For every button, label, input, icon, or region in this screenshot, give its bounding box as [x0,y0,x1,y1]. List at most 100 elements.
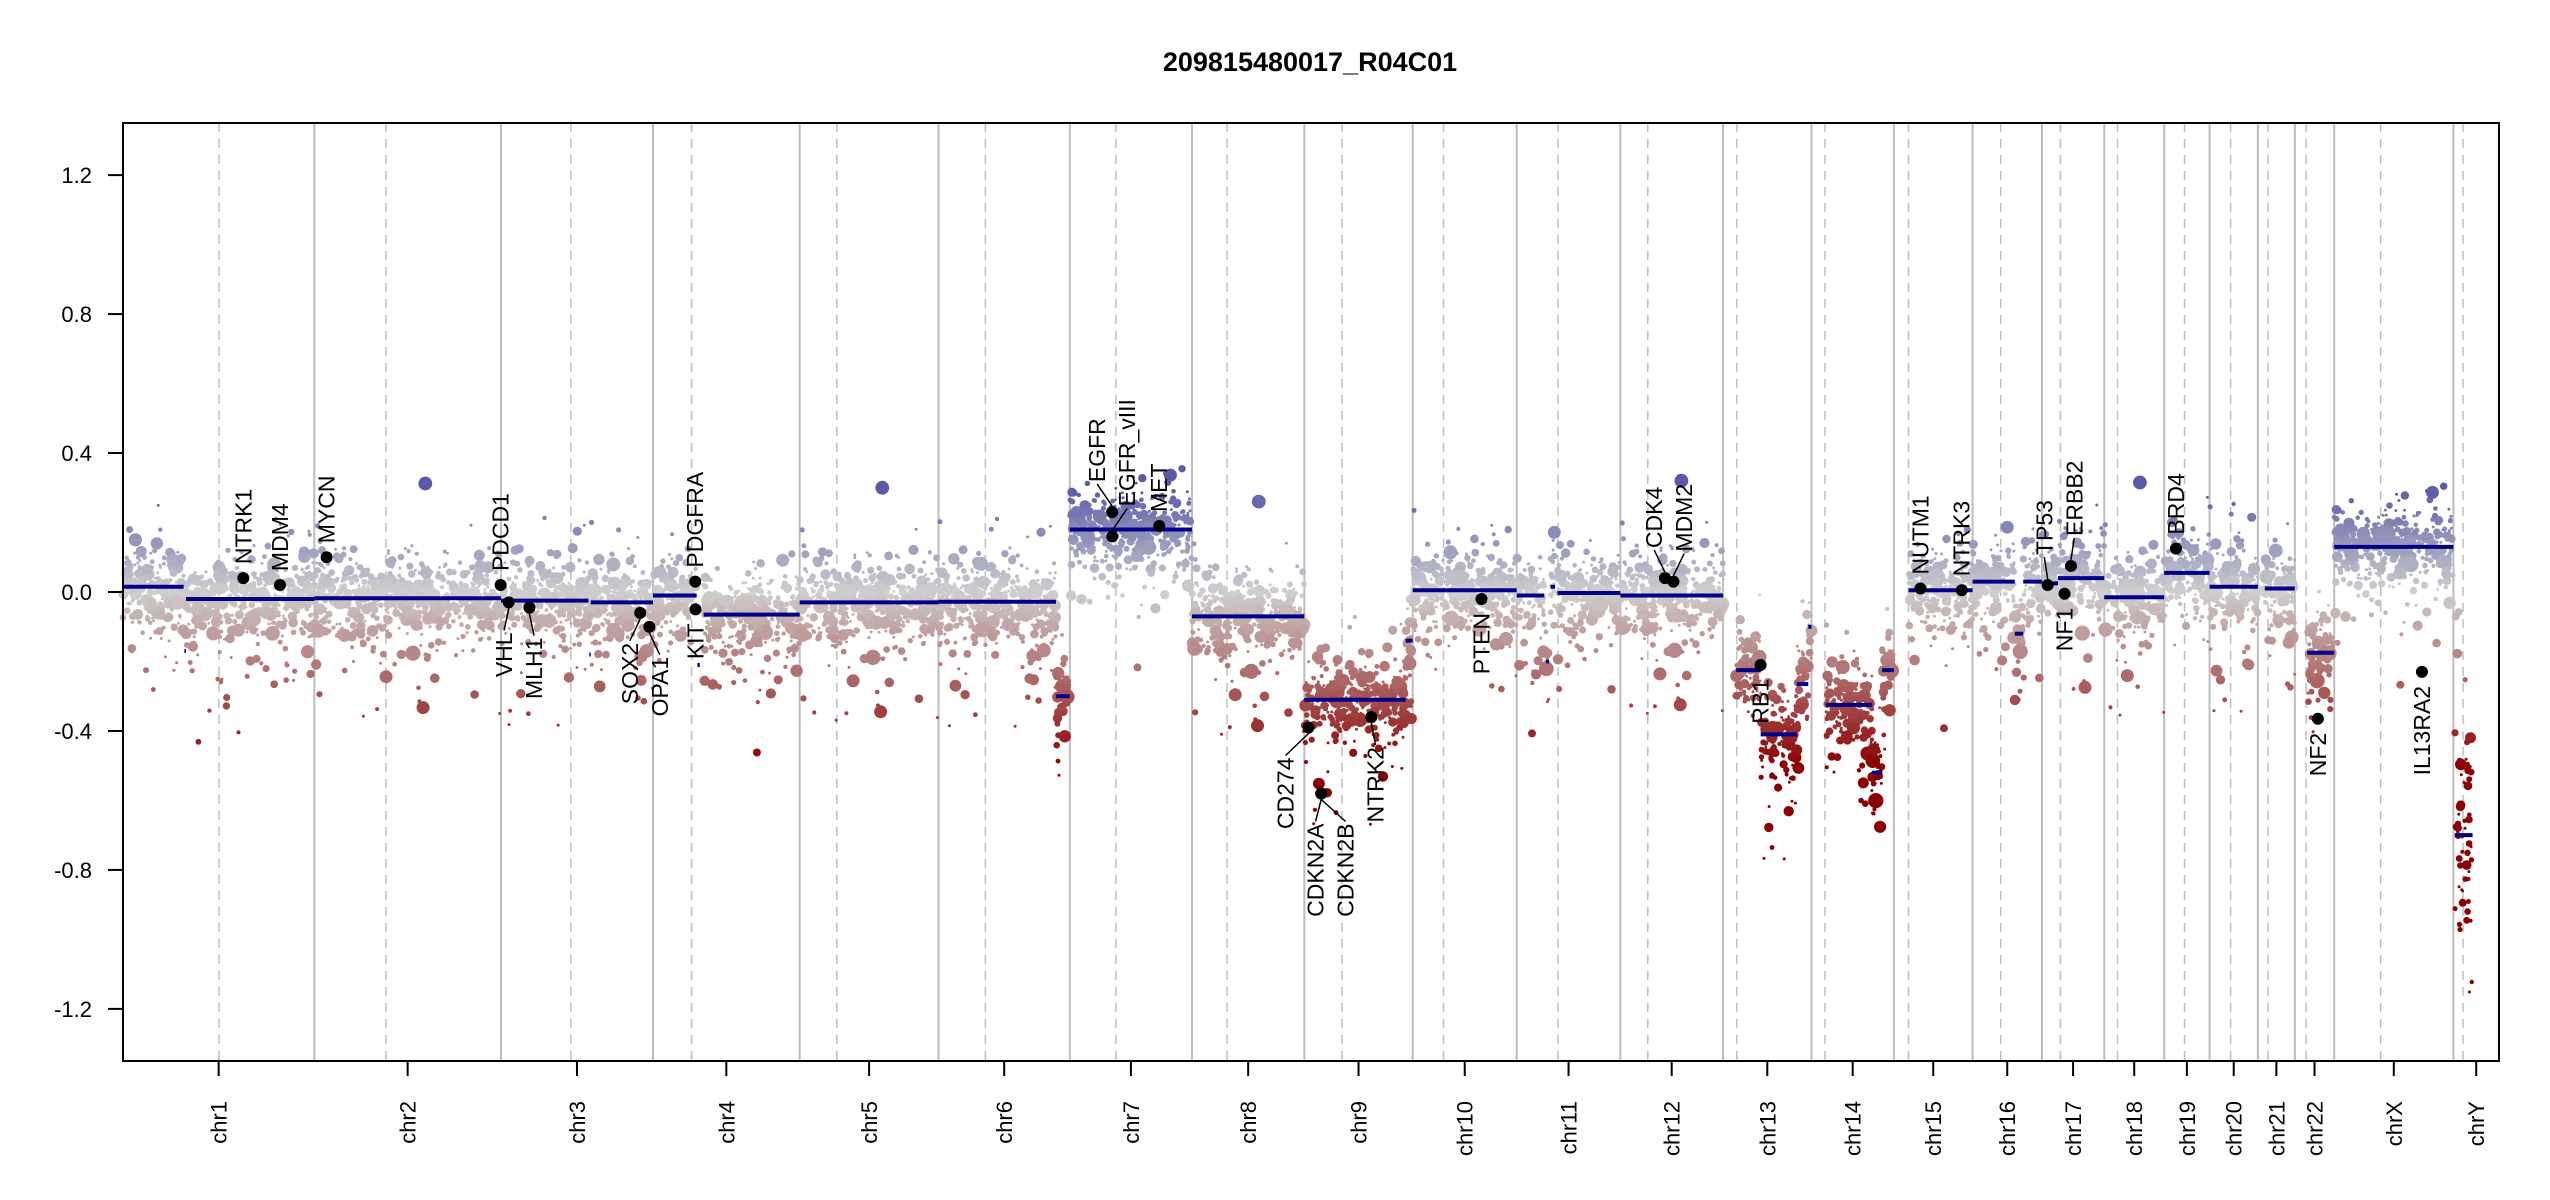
probe-point [958,545,968,555]
probe-point [282,559,288,564]
probe-point [754,598,759,603]
probe-point [924,573,928,577]
probe-point [596,610,602,617]
probe-point [853,627,860,634]
probe-point [1267,658,1273,664]
probe-point [137,620,142,625]
probe-point [587,583,602,598]
probe-point [366,625,379,637]
probe-point [716,604,721,609]
probe-point [680,575,683,579]
probe-point [217,650,222,654]
probe-point [1066,675,1070,679]
probe-point [991,650,1000,660]
probe-point [1016,578,1021,583]
probe-point [462,611,466,615]
probe-point [561,565,566,570]
probe-point [1311,675,1317,681]
probe-point [226,625,238,636]
probe-point [1397,709,1406,718]
probe-point [145,582,149,586]
probe-point [286,534,290,538]
probe-point [687,574,691,578]
probe-point [817,626,821,630]
probe-point [1135,511,1144,520]
probe-point [646,611,650,615]
probe-point [347,576,353,581]
probe-point [511,581,515,585]
probe-point [1160,545,1166,551]
probe-point [557,584,565,591]
probe-point [340,551,347,558]
probe-point [270,680,279,689]
probe-point [756,559,765,568]
probe-point [976,571,979,575]
probe-point [273,593,278,598]
probe-point [230,613,233,617]
probe-point [1190,600,1199,609]
probe-point [1188,590,1196,598]
probe-point [922,640,926,644]
probe-point [143,667,149,674]
probe-point [736,631,747,642]
probe-point [918,634,923,639]
probe-point [1293,591,1299,596]
probe-point [1095,559,1099,563]
probe-point [267,557,281,571]
probe-point [1178,465,1186,473]
probe-point [225,633,235,644]
probe-point [981,609,988,617]
probe-point [257,615,261,619]
probe-point [1433,553,1440,559]
probe-point [125,570,134,579]
probe-point [324,573,331,580]
probe-point [985,579,990,584]
probe-point [640,583,645,588]
probe-point [922,630,928,636]
probe-point [1349,665,1353,669]
probe-point [1093,559,1096,563]
probe-point [1491,595,1496,600]
probe-point [600,622,605,627]
probe-point [1026,605,1031,611]
probe-point [386,549,390,553]
probe-point [445,592,449,596]
probe-point [1047,611,1055,620]
probe-point [1541,608,1546,613]
probe-point [1358,667,1363,672]
probe-point [446,623,452,630]
probe-point [303,625,308,630]
probe-point [1051,623,1060,632]
probe-point [1174,517,1178,521]
probe-point [1067,487,1077,497]
probe-point [1499,561,1508,569]
probe-point [1120,593,1125,598]
probe-point [162,578,171,586]
probe-point [951,609,957,616]
probe-point [976,550,982,557]
probe-point [149,551,153,555]
probe-point [760,590,764,594]
probe-point [338,622,342,626]
probe-point [245,630,249,634]
probe-point [1517,573,1525,581]
probe-point [1508,645,1512,649]
probe-point [1547,555,1554,562]
probe-point [1431,606,1435,610]
probe-point [341,583,347,589]
probe-point [1467,562,1474,570]
probe-point [176,621,180,625]
probe-point [1287,647,1292,653]
probe-point [711,633,718,640]
probe-point [349,545,358,554]
probe-point [738,648,746,656]
probe-point [956,594,961,600]
probe-point [283,567,288,572]
probe-point [179,587,187,595]
probe-point [675,630,679,634]
probe-point [1061,704,1064,708]
probe-point [811,588,816,594]
probe-point [616,527,622,533]
probe-point [307,635,311,639]
probe-point [743,620,747,624]
